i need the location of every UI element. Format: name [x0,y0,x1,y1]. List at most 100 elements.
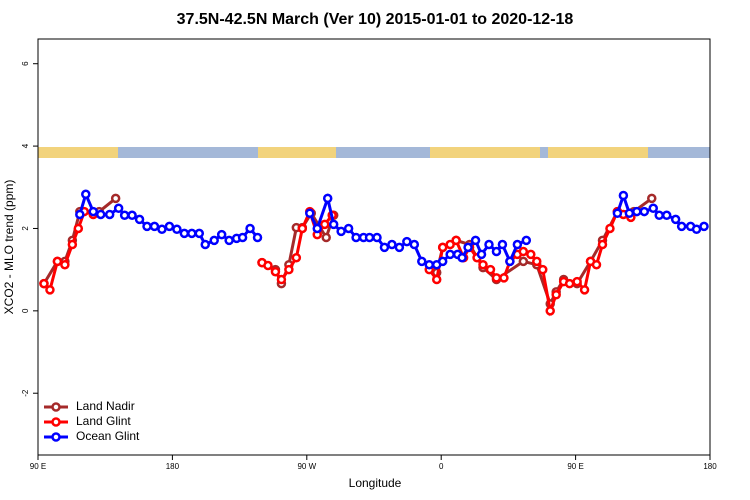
data-point [351,232,361,243]
data-point [245,223,255,234]
data-point [179,228,190,239]
data-point [532,256,542,267]
data-point [485,264,496,275]
data-point [572,276,582,287]
data-point [297,223,308,234]
data-point [322,193,333,204]
data-point [45,285,55,295]
x-axis-label: Longitude [349,476,402,490]
data-point [402,236,412,247]
data-point [172,224,182,235]
data-point [81,189,91,200]
data-point [157,224,167,235]
data-point [491,246,502,257]
data-point [39,278,49,289]
data-point [497,239,508,250]
data-point [417,256,427,267]
data-point [110,193,121,204]
x-tick-label: 180 [703,462,717,471]
data-point [457,252,467,263]
chart-title: 37.5N-42.5N March (Ver 10) 2015-01-01 to… [177,11,574,28]
data-point [194,228,205,239]
legend-marker [51,417,61,427]
data-point [437,242,448,253]
data-point [647,193,657,204]
data-point [424,259,435,270]
x-tick-label: 90 E [30,462,46,471]
data-point [437,256,448,267]
data-point [134,214,145,225]
data-point [364,232,375,243]
data-point [104,209,115,220]
data-point [321,232,331,243]
data-point [476,249,487,260]
y-axis-label: XCO2 - MLO trend (ppm) [2,180,16,315]
x-tick-label: 90 W [297,462,316,471]
x-tick-label: 180 [166,462,180,471]
data-point [579,285,590,295]
data-point [187,228,197,239]
data-point [676,221,687,232]
data-point [431,274,442,285]
data-point [551,290,561,300]
data-point [319,219,330,230]
legend-label: Ocean Glint [76,429,140,443]
data-point [75,209,85,220]
data-point [73,223,84,234]
data-point [445,249,455,260]
legend-label: Land Glint [76,414,131,428]
data-point [372,232,382,243]
data-point [499,273,509,283]
data-point [119,210,130,221]
y-tick-label: 4 [21,143,30,148]
map-strip [38,147,710,158]
data-point [95,209,106,220]
data-point [387,239,397,250]
data-point [409,239,420,250]
x-tick-label: 90 E [567,462,583,471]
data-point [379,242,390,253]
data-point [470,235,481,246]
data-point [521,235,532,246]
data-point [624,208,635,218]
legend-marker [51,402,61,412]
data-point [336,226,346,237]
data-point [224,235,234,246]
data-point [200,239,211,250]
data-point [67,239,78,250]
data-point [284,264,294,275]
plot-frame [37,38,711,456]
data-point [545,306,555,316]
data-point [312,223,323,234]
y-tick-label: -2 [21,389,30,397]
legend-marker [51,432,61,442]
data-point [512,239,523,250]
data-point [612,208,623,218]
data-point [328,219,339,230]
data-point [276,274,287,285]
data-point [591,259,602,270]
data-point [142,221,152,232]
data-point [252,232,263,243]
data-point [564,278,575,289]
data-point [491,273,502,283]
data-point [127,210,137,221]
data-point [60,259,70,270]
data-point [237,232,248,243]
data-point [648,203,659,214]
data-point [305,208,315,218]
data-point [164,221,175,232]
y-tick-label: 6 [21,61,30,66]
x-tick-label: 0 [439,462,444,471]
data-point [691,224,702,235]
y-tick-label: 2 [21,226,30,231]
data-point [113,203,124,214]
data-point [291,252,302,263]
data-point [537,264,548,275]
data-point [618,190,629,201]
data-point [518,246,529,257]
data-point [670,214,681,225]
data-point [605,223,615,234]
data-point [518,256,529,267]
